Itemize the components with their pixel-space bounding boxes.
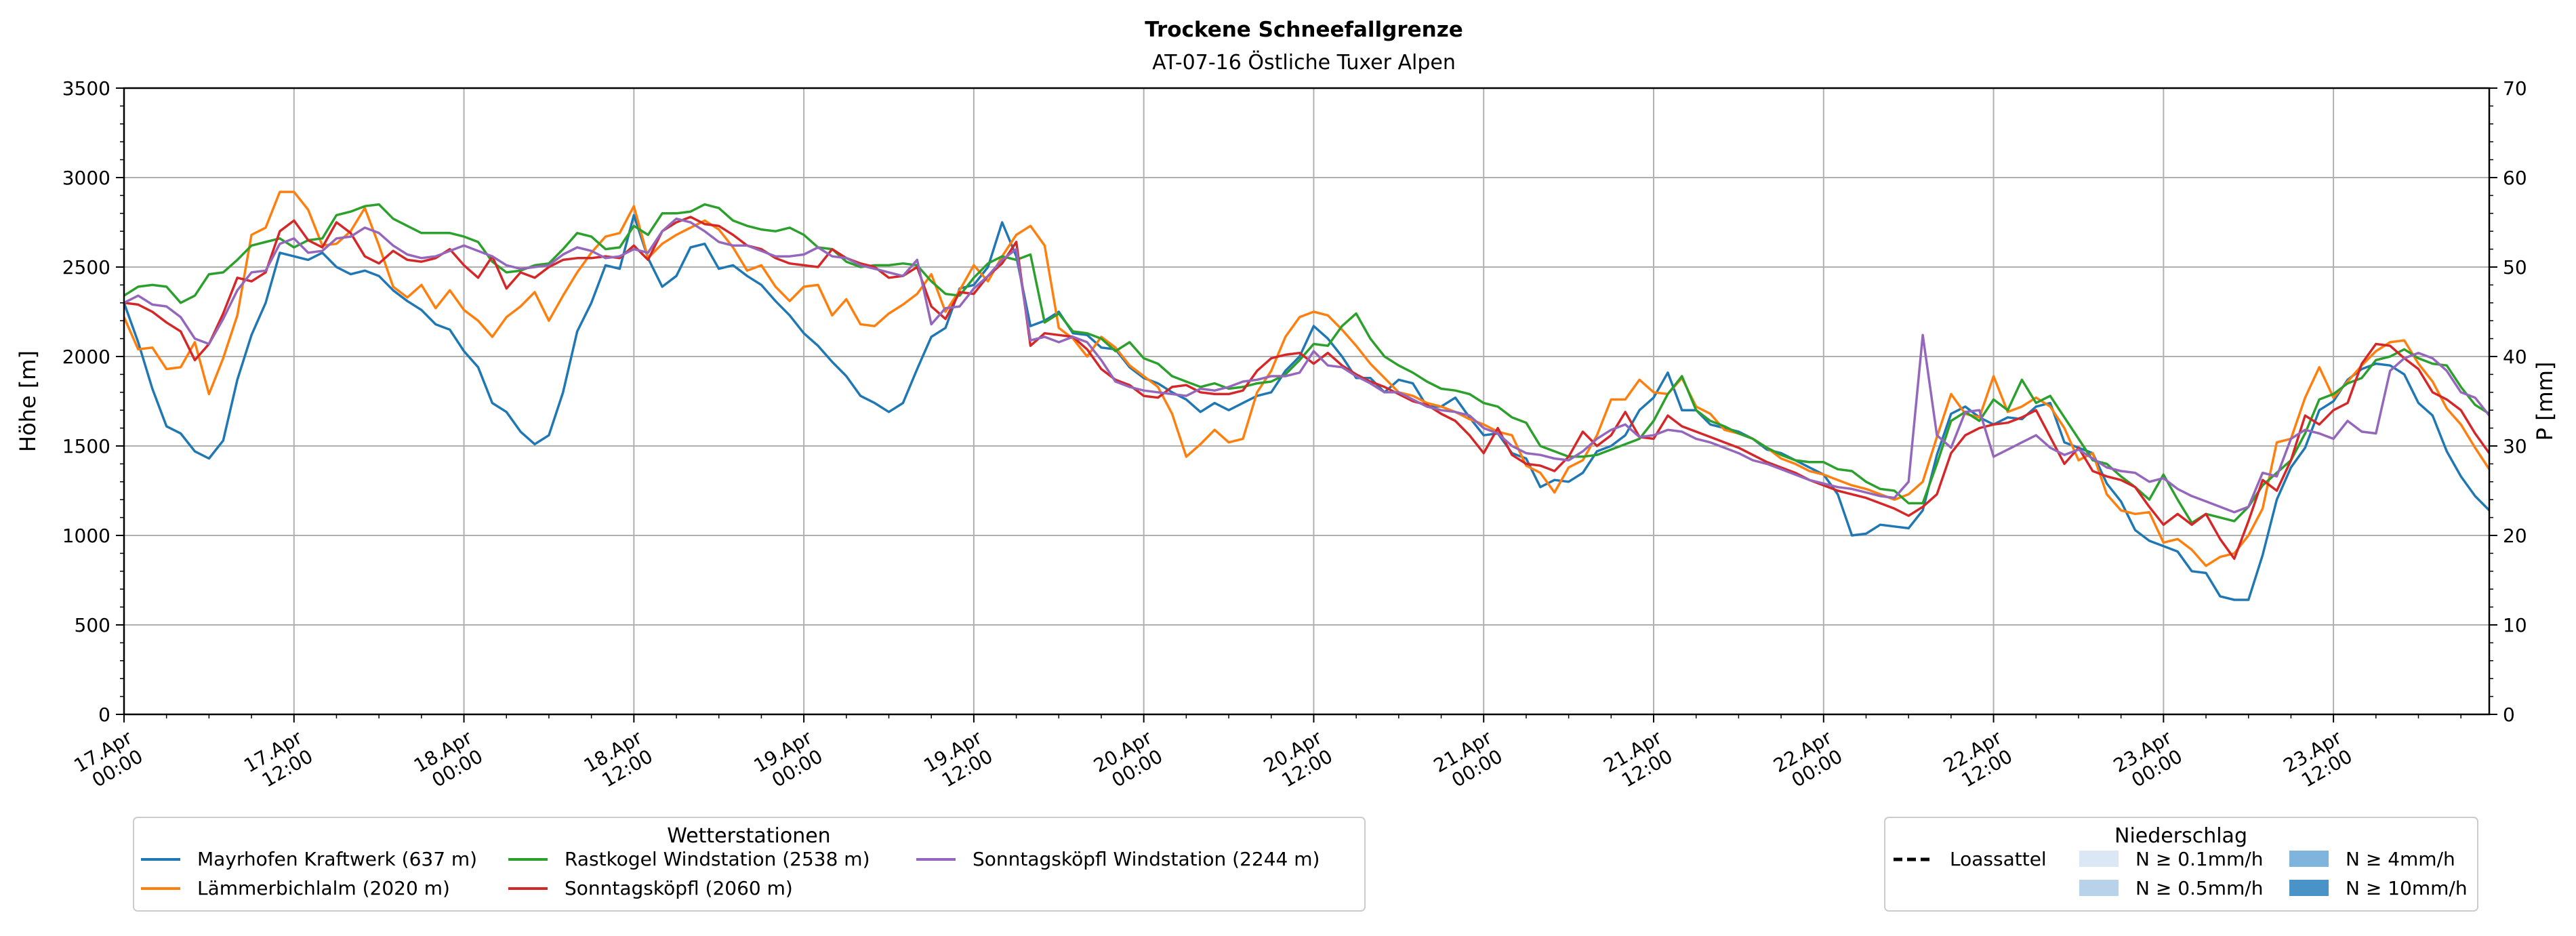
legend-precip-swatch-2 — [2289, 851, 2329, 867]
legend-precip-title: Niederschlag — [2114, 824, 2247, 848]
series-line-4 — [123, 217, 2491, 514]
chart-title: Trockene Schneefallgrenze — [1145, 18, 1463, 42]
legend-label-1: Lämmerbichlalm (2020 m) — [197, 877, 450, 899]
series-line-1 — [123, 190, 2491, 567]
y2-tick-label: 50 — [2503, 256, 2527, 279]
legend-stations: Wetterstationen Mayrhofen Kraftwerk (637… — [133, 817, 1366, 912]
legend-label-4: Sonntagsköpfl Windstation (2244 m) — [973, 848, 1320, 870]
legend-precip-label-3: N ≥ 0.5mm/h — [2135, 877, 2263, 899]
y-tick-label: 1000 — [62, 525, 110, 547]
y-tick-label: 1500 — [62, 435, 110, 457]
chart-subtitle: AT-07-16 Östliche Tuxer Alpen — [1152, 50, 1456, 75]
legend-label-0: Mayrhofen Kraftwerk (637 m) — [197, 848, 477, 870]
series-layer — [123, 190, 2491, 601]
legend-precip-items: Loassattel N ≥ 0.1mm/h N ≥ 4mm/h N ≥ 0.5mm/… — [1894, 848, 2468, 899]
y-tick-label: 0 — [98, 704, 110, 726]
y-tick-label: 2000 — [62, 346, 110, 368]
legend-precip-swatch-1 — [2079, 851, 2119, 867]
series-line-3 — [123, 216, 2491, 561]
legend-precip-frame — [1884, 817, 2478, 912]
y2-tick-label: 40 — [2503, 346, 2527, 368]
legend-stations-title: Wetterstationen — [667, 824, 830, 848]
legend-precip-label-4: N ≥ 10mm/h — [2346, 877, 2468, 899]
legend-label-3: Sonntagsköpfl (2060 m) — [565, 877, 793, 899]
legend-precip-swatch-4 — [2289, 880, 2329, 896]
grid-layer — [124, 88, 2489, 714]
legend-precip-swatch-3 — [2079, 880, 2119, 896]
legend-precip: Niederschlag Loassattel N ≥ 0.1mm/h N ≥ 4m… — [1884, 817, 2478, 912]
y2-tick-label: 10 — [2503, 614, 2527, 636]
y2-tick-label: 0 — [2503, 704, 2515, 726]
legend-precip-label-0: Loassattel — [1950, 848, 2047, 870]
y2-tick-label: 20 — [2503, 525, 2527, 547]
y-axis-label: Höhe [m] — [15, 350, 41, 452]
y-tick-label: 2500 — [62, 256, 110, 279]
y2-tick-label: 70 — [2503, 77, 2527, 100]
series-line-0 — [123, 213, 2491, 601]
y-tick-label: 3500 — [62, 77, 110, 100]
y-tick-label: 500 — [75, 614, 110, 636]
legend-precip-label-2: N ≥ 4mm/h — [2346, 848, 2455, 870]
y2-tick-label: 60 — [2503, 167, 2527, 189]
legend-stations-frame — [133, 817, 1366, 912]
y2-tick-label: 30 — [2503, 435, 2527, 457]
plot-frame — [123, 87, 2491, 716]
y2-axis-label: P [mm] — [2532, 362, 2558, 441]
legend-stations-items: Mayrhofen Kraftwerk (637 m) Lämmerbichlal… — [141, 848, 1320, 899]
axis-layer: 0 500 1000 1500 2000 2500 3000 3500 0 10 20 30 40 50 6… — [62, 77, 2527, 792]
legend-precip-label-1: N ≥ 0.1mm/h — [2135, 848, 2263, 870]
y-tick-label: 3000 — [62, 167, 110, 189]
legend-label-2: Rastkogel Windstation (2538 m) — [565, 848, 870, 870]
